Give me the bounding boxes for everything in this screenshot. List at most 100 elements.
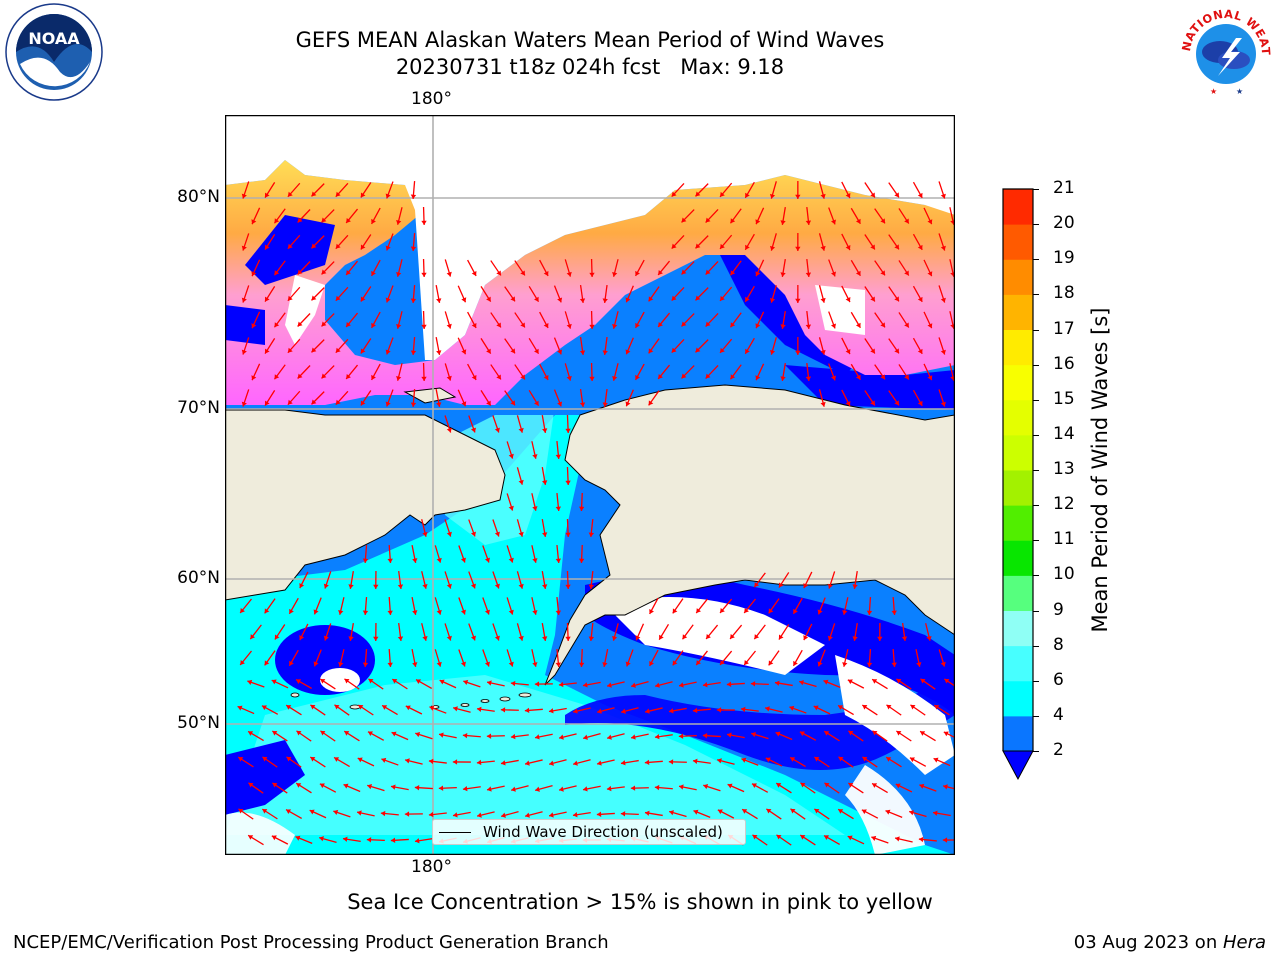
wind-arrow-head [658, 321, 663, 327]
wind-arrow-head [776, 783, 782, 788]
wind-arrow-head [695, 191, 701, 197]
wind-arrow-head [671, 347, 677, 353]
wind-arrow-head [368, 678, 374, 684]
wind-arrow-head [428, 758, 434, 765]
wind-arrow-head [940, 245, 946, 251]
wind-arrow-head [271, 835, 277, 841]
wind-arrow-head [765, 706, 770, 712]
wind-arrow-head [240, 660, 245, 665]
wind-arrow-head [520, 322, 525, 328]
wind-arrow-head [334, 757, 340, 762]
wind-arrow-head [404, 811, 410, 817]
wind-arrow-head [265, 296, 270, 302]
wind-arrow-head [385, 349, 391, 355]
wind-arrow-head [385, 193, 391, 199]
footer-date-text: 03 Aug 2023 on [1073, 932, 1223, 953]
wind-arrow-head [820, 245, 826, 251]
wind-arrow-head [500, 760, 506, 766]
wind-arrow-head [768, 660, 774, 666]
wind-arrow-head [518, 583, 524, 589]
wind-arrow-head [494, 427, 500, 433]
wind-arrow-head [778, 634, 784, 640]
wind-arrow-head [578, 558, 585, 563]
wind-arrow-head [795, 298, 801, 303]
wind-arrow-head [542, 480, 548, 485]
wind-arrow-head [744, 660, 749, 666]
wind-arrow-head [671, 243, 677, 249]
wind-arrow-head [751, 732, 757, 738]
wrangel-island [403, 387, 457, 404]
wind-arrow-head [286, 756, 292, 762]
wind-arrow-head [486, 348, 491, 354]
colorbar-tick-mark [1033, 505, 1039, 507]
wind-arrow-head [814, 808, 820, 814]
wind-arrow-head [769, 349, 776, 355]
wind-arrow-head [790, 808, 796, 814]
wind-arrow-head [726, 732, 732, 738]
land-siberia [225, 409, 506, 601]
wind-arrow-head [904, 374, 909, 380]
wind-arrow-head [534, 348, 539, 354]
wind-arrow-head [755, 219, 761, 225]
wind-arrow-head [360, 296, 366, 302]
wind-arrow-head [817, 609, 823, 615]
wind-arrow-head [894, 400, 899, 406]
wind-arrow-head [681, 321, 687, 327]
wind-arrow-head [885, 809, 891, 815]
wind-arrow-head [566, 323, 572, 329]
wind-arrow-head [421, 376, 427, 381]
wind-arrow-head [612, 635, 618, 641]
colorbar-segment [1003, 575, 1033, 611]
wind-arrow-head [265, 348, 270, 354]
wind-arrow-head [920, 731, 926, 736]
colorbar-tick-label: 4 [1053, 704, 1064, 725]
wind-arrow-head [820, 349, 826, 355]
wind-arrow-head [460, 609, 466, 615]
colorbar-tick-label: 13 [1053, 459, 1075, 479]
wind-arrow-head [606, 785, 612, 792]
wind-arrow-head [692, 707, 698, 714]
wind-arrow-head [880, 270, 885, 276]
wind-arrow-head [362, 558, 369, 563]
wind-arrow-head [362, 662, 369, 667]
wind-arrow-head [532, 662, 538, 667]
wind-arrow-head [436, 350, 442, 355]
wind-arrow-head [847, 835, 853, 841]
wind-arrow-head [295, 835, 301, 841]
wind-arrow-head [248, 782, 254, 788]
colorbar-tick-label: 2 [1053, 740, 1064, 760]
wind-arrow-head [518, 635, 524, 641]
wind-arrow-head [631, 734, 636, 740]
wind-arrow-head [827, 583, 833, 589]
wind-arrow-head [508, 557, 514, 563]
wind-arrow-head [793, 660, 798, 666]
wind-arrow-head [446, 375, 452, 381]
wind-arrow-head [534, 681, 540, 687]
wind-arrow-head [412, 558, 418, 563]
wind-arrow-head [602, 298, 608, 303]
wind-arrow-head [371, 374, 376, 380]
wind-arrow-head [755, 375, 761, 381]
wind-arrow-head [635, 635, 641, 641]
colorbar-tick-label: 16 [1053, 353, 1075, 374]
footer-date: 03 Aug 2023 on Hera [1074, 932, 1266, 953]
wind-arrow-head [817, 661, 823, 667]
wind-arrow-head [838, 756, 844, 762]
lon-label-bottom: 180° [411, 857, 452, 877]
wind-arrow-head [780, 220, 786, 225]
colorbar-segment [1003, 645, 1033, 682]
wind-arrow-head [823, 679, 829, 685]
wind-arrow-head [548, 708, 554, 714]
wind-arrow-head [852, 584, 858, 589]
wind-arrow-head [803, 583, 809, 589]
wind-arrow-head [679, 784, 684, 790]
wind-arrow-head [805, 324, 812, 329]
wind-arrow-head [880, 374, 885, 380]
wind-arrows [237, 180, 954, 846]
wind-arrow-head [334, 704, 340, 710]
colorbar-under-extension [1002, 750, 1034, 781]
wind-arrow-head [862, 705, 868, 710]
wind-arrow-head [274, 218, 280, 224]
wind-arrow-head [392, 679, 398, 684]
wind-arrow-head [799, 680, 804, 686]
